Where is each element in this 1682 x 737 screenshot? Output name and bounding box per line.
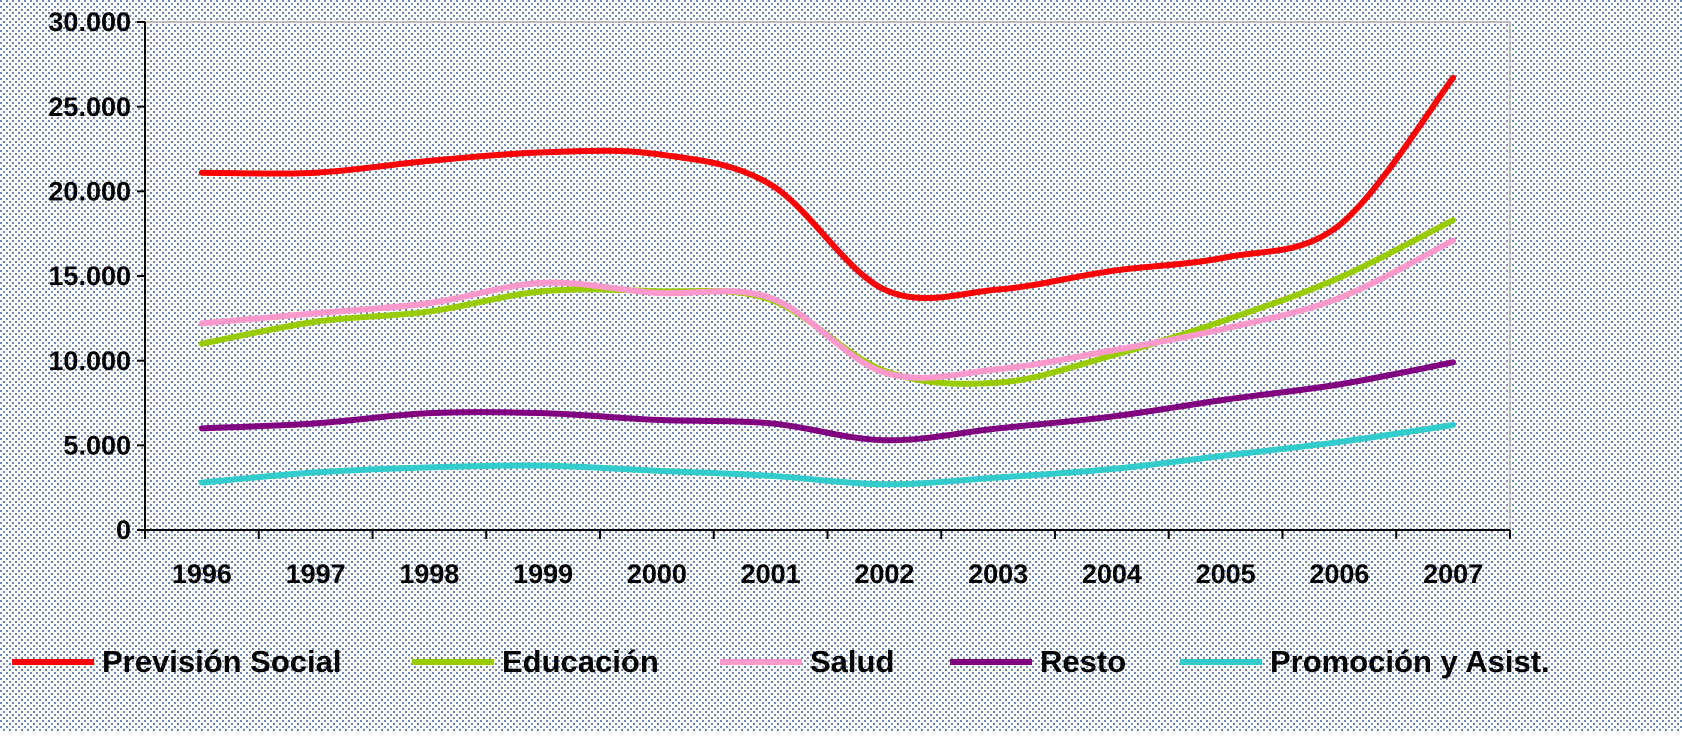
x-tick-label: 1997	[286, 559, 346, 589]
y-tick-label: 10.000	[48, 346, 131, 376]
legend-label: Resto	[1040, 644, 1126, 679]
x-tick-label: 2001	[741, 559, 801, 589]
legend-label: Salud	[810, 644, 894, 679]
x-tick-label: 1996	[172, 559, 232, 589]
y-tick-label: 0	[116, 515, 131, 545]
y-tick-label: 25.000	[48, 92, 131, 122]
x-tick-label: 2004	[1082, 559, 1142, 589]
x-tick-label: 2000	[627, 559, 687, 589]
legend-label: Previsión Social	[102, 644, 342, 679]
series-line	[198, 359, 1457, 444]
y-tick-label: 5.000	[63, 430, 131, 460]
y-tick-label: 20.000	[48, 176, 131, 206]
y-tick-label: 15.000	[48, 261, 131, 291]
x-tick-label: 2005	[1196, 559, 1256, 589]
x-tick-label: 2006	[1309, 559, 1369, 589]
legend-label: Promoción y Asist.	[1270, 644, 1550, 679]
x-tick-label: 2002	[854, 559, 914, 589]
x-tick-label: 2007	[1423, 559, 1483, 589]
legend-label: Educación	[502, 644, 659, 679]
series-line	[198, 422, 1457, 488]
series-line	[198, 237, 1457, 381]
x-tick-label: 1999	[513, 559, 573, 589]
y-tick-label: 30.000	[48, 7, 131, 37]
series-line	[198, 74, 1457, 302]
x-tick-label: 2003	[968, 559, 1028, 589]
x-tick-label: 1998	[399, 559, 459, 589]
